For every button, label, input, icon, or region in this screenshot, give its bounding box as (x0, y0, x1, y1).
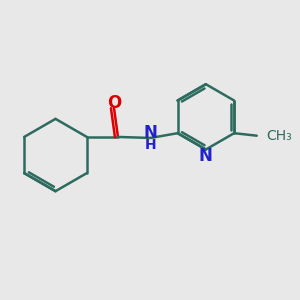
Text: N: N (144, 124, 158, 142)
Text: H: H (145, 139, 156, 152)
Text: N: N (199, 147, 213, 165)
Text: O: O (107, 94, 121, 112)
Text: CH₃: CH₃ (266, 129, 292, 143)
